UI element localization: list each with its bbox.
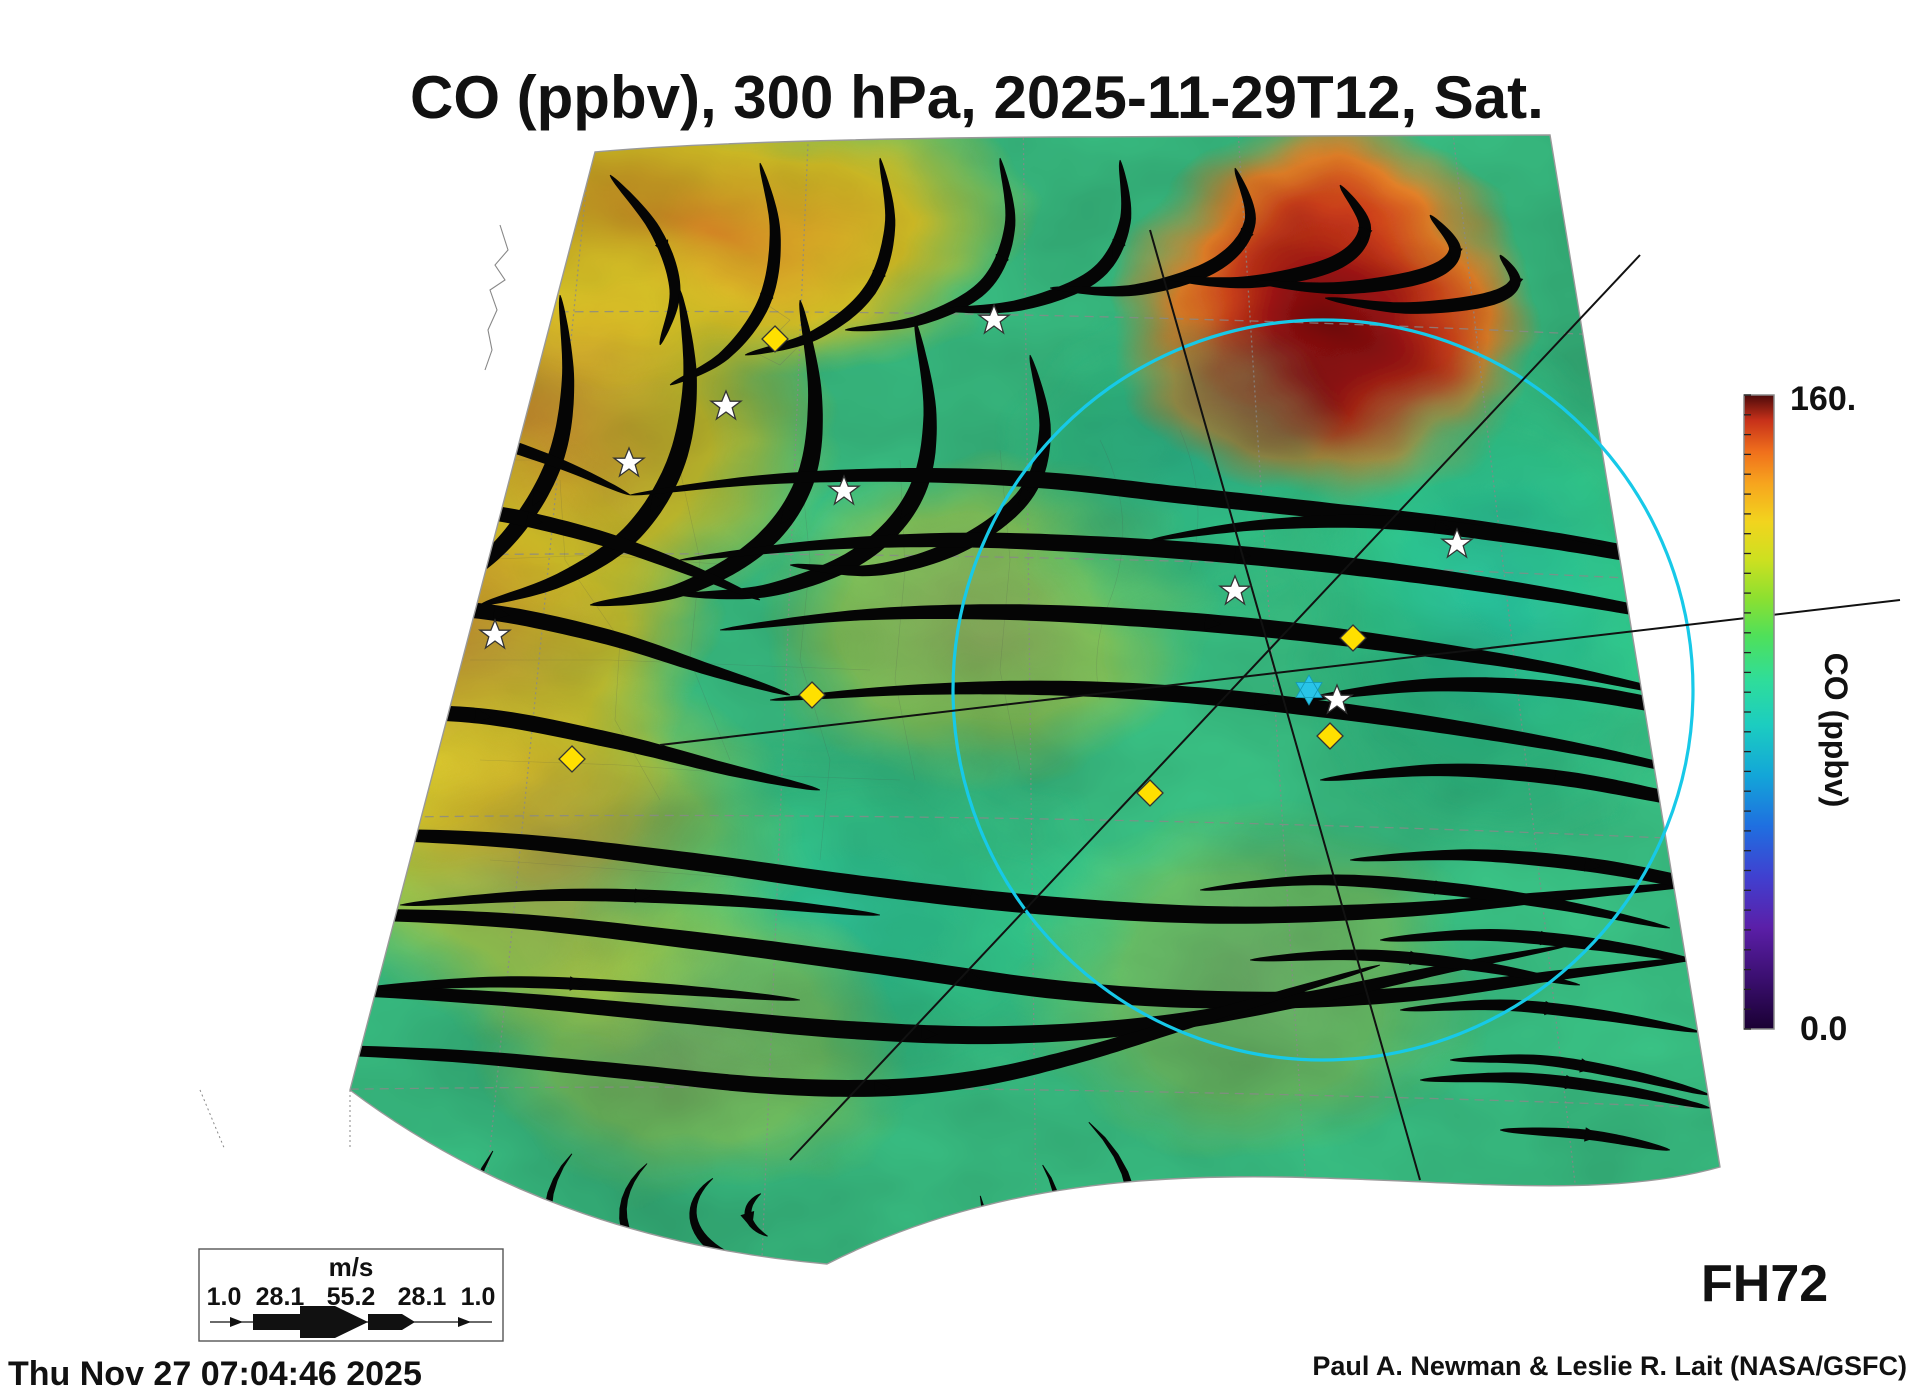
- svg-text:1.0: 1.0: [461, 1283, 496, 1311]
- svg-text:160.: 160.: [1790, 380, 1856, 418]
- svg-text:Paul A. Newman & Leslie R. Lai: Paul A. Newman & Leslie R. Lait (NASA/GS…: [1312, 1351, 1907, 1381]
- svg-text:m/s: m/s: [329, 1252, 374, 1282]
- svg-text:28.1: 28.1: [398, 1283, 447, 1311]
- svg-text:FH72: FH72: [1701, 1255, 1828, 1313]
- svg-text:28.1: 28.1: [256, 1283, 305, 1311]
- svg-text:Thu Nov 27 07:04:46 2025: Thu Nov 27 07:04:46 2025: [8, 1355, 422, 1393]
- svg-text:1.0: 1.0: [207, 1283, 242, 1311]
- svg-text:CO (ppbv), 300 hPa, 2025-11-29: CO (ppbv), 300 hPa, 2025-11-29T12, Sat.: [410, 64, 1544, 131]
- svg-text:0.0: 0.0: [1800, 1010, 1847, 1048]
- svg-text:CO (ppbv): CO (ppbv): [1818, 653, 1854, 808]
